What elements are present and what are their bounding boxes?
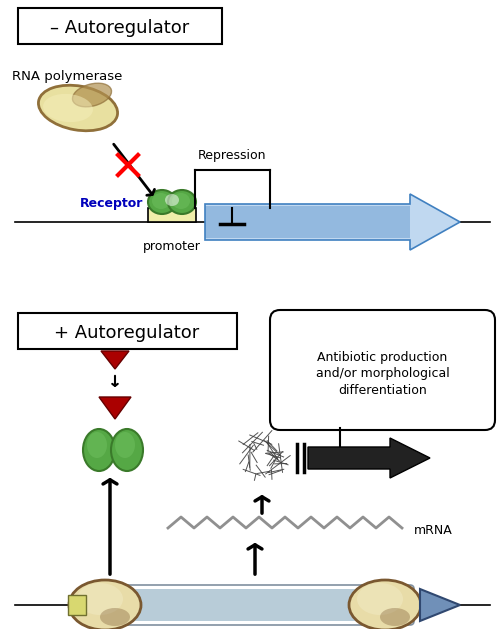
Ellipse shape [100, 608, 130, 626]
Ellipse shape [73, 83, 112, 107]
Ellipse shape [83, 429, 115, 471]
Bar [68, 595, 86, 615]
Ellipse shape [148, 190, 176, 214]
FancyArrow shape [308, 438, 430, 478]
Text: – Autoregulator: – Autoregulator [51, 19, 189, 37]
Polygon shape [101, 351, 129, 369]
Ellipse shape [111, 429, 143, 471]
Text: promoter: promoter [143, 240, 201, 253]
Ellipse shape [380, 608, 410, 626]
FancyBboxPatch shape [270, 310, 495, 430]
FancyBboxPatch shape [96, 589, 402, 621]
FancyArrow shape [205, 194, 460, 250]
Ellipse shape [87, 432, 107, 458]
Polygon shape [420, 589, 460, 621]
Ellipse shape [172, 193, 190, 209]
Polygon shape [99, 397, 131, 419]
Text: + Autoregulator: + Autoregulator [55, 324, 199, 342]
FancyBboxPatch shape [18, 8, 222, 44]
Text: RNA polymerase: RNA polymerase [12, 70, 122, 83]
Ellipse shape [39, 86, 118, 131]
Text: Receptor: Receptor [80, 198, 143, 211]
Ellipse shape [349, 580, 421, 629]
Text: Repression: Repression [198, 149, 267, 162]
Ellipse shape [168, 190, 196, 214]
Ellipse shape [165, 194, 179, 206]
Text: Antibiotic production
and/or morphological
differentiation: Antibiotic production and/or morphologic… [316, 350, 449, 398]
Ellipse shape [357, 583, 403, 615]
Ellipse shape [69, 580, 141, 629]
FancyArrow shape [205, 206, 410, 238]
Ellipse shape [43, 94, 93, 122]
Ellipse shape [115, 432, 135, 458]
Ellipse shape [152, 193, 170, 209]
FancyBboxPatch shape [18, 313, 237, 349]
Bar [148, 208, 196, 222]
Ellipse shape [77, 583, 123, 615]
Text: mRNA: mRNA [414, 523, 453, 537]
